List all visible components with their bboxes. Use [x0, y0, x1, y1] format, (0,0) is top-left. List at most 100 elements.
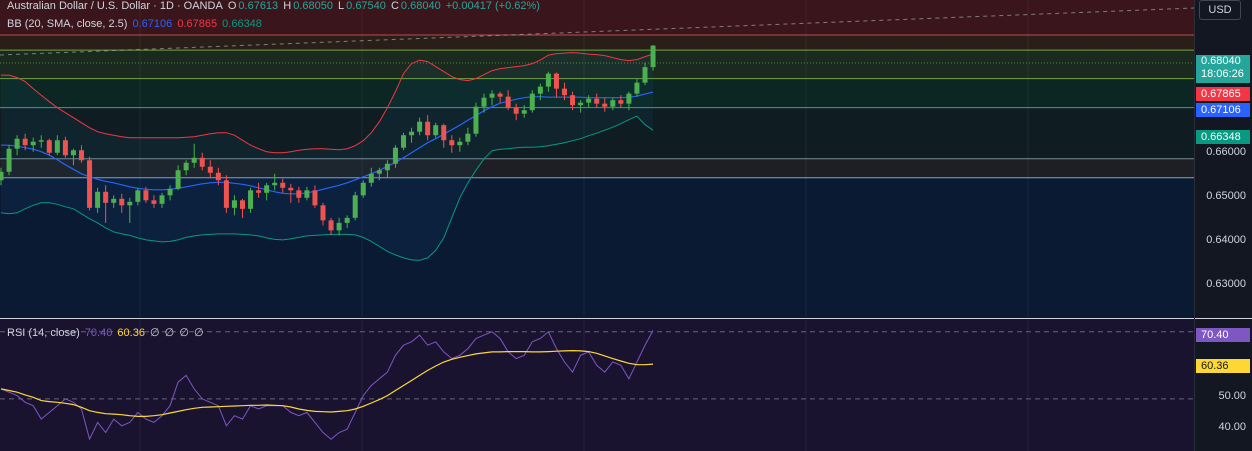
rsi-empty-4: ∅: [193, 327, 204, 339]
open-value: 0.67613: [238, 0, 279, 12]
rsi-pane: [0, 330, 654, 441]
low-label: L: [338, 0, 345, 12]
candle-body-49: [392, 147, 398, 164]
candle-0: [0, 167, 4, 186]
candle-10: [79, 145, 84, 163]
candle-body-8: [62, 140, 68, 156]
candle-21: [167, 185, 173, 201]
candle-body-39: [312, 190, 318, 206]
candle-body-16: [127, 201, 133, 206]
candle-body-58: [465, 133, 471, 142]
rsi-ma-line: [0, 349, 654, 417]
candle-77: [618, 95, 624, 108]
candle-63: [505, 90, 511, 111]
candle-13: [103, 185, 109, 223]
candle-body-78: [626, 93, 632, 104]
candle-body-0: [0, 171, 4, 181]
candle-67: [537, 83, 543, 101]
candle-body-33: [264, 185, 270, 193]
bb-label: BB (20, SMA, close, 2.5): [7, 18, 128, 30]
candle-body-23: [183, 162, 189, 171]
bb-upper-tag: 0.67865: [1196, 87, 1250, 101]
candle-9: [70, 148, 76, 166]
candle-body-55: [441, 125, 447, 141]
candle-36: [288, 183, 294, 203]
candle-body-72: [578, 102, 584, 106]
candle-body-26: [207, 166, 213, 173]
bollinger-bands: [0, 52, 654, 261]
candle-body-74: [594, 98, 600, 104]
bb-upper-value: 0.67865: [177, 18, 218, 30]
candle-body-18: [143, 190, 149, 201]
bb-legend[interactable]: BB (20, SMA, close, 2.5) 0.67106 0.67865…: [7, 18, 264, 30]
candle-body-28: [223, 180, 229, 208]
candle-16: [127, 197, 133, 223]
candle-body-51: [409, 131, 415, 136]
candle-body-40: [320, 205, 326, 221]
candle-body-31: [248, 190, 254, 209]
candle-31: [248, 187, 254, 213]
candle-45: [360, 180, 366, 198]
price-zone-6: [0, 177, 1194, 317]
candle-47: [376, 167, 382, 181]
candle-body-70: [562, 88, 567, 96]
candle-65: [521, 105, 527, 118]
candle-38: [304, 186, 310, 201]
candle-body-65: [521, 110, 527, 114]
candle-body-30: [240, 200, 245, 209]
candle-64: [513, 103, 519, 121]
candle-body-2: [14, 138, 20, 149]
candle-15: [119, 193, 125, 213]
candle-body-12: [95, 191, 101, 208]
candle-53: [425, 115, 431, 141]
candle-body-3: [22, 138, 28, 146]
candle-body-35: [280, 182, 286, 188]
symbol-legend[interactable]: Australian Dollar / U.S. Dollar · 1D · O…: [7, 0, 542, 12]
candle-78: [626, 91, 632, 111]
candle-body-4: [30, 141, 36, 146]
candle-3: [22, 133, 28, 151]
candle-25: [199, 152, 205, 171]
candle-12: [95, 187, 101, 213]
price-tick-1: 0.65000: [1206, 190, 1246, 202]
candles[interactable]: [0, 45, 656, 236]
candle-52: [417, 117, 423, 136]
candle-body-25: [199, 157, 205, 167]
candle-body-75: [602, 103, 608, 107]
bb-basis-value: 0.67106: [132, 18, 173, 30]
candle-body-24: [191, 157, 197, 163]
candle-76: [610, 97, 616, 111]
candle-body-1: [6, 148, 12, 172]
candle-18: [143, 186, 149, 203]
rsi-legend[interactable]: RSI (14, close) 70.40 60.36 ∅ ∅ ∅ ∅: [7, 326, 206, 339]
candle-body-10: [79, 150, 84, 161]
candle-body-27: [215, 172, 221, 181]
bb-upper-line: [1, 52, 654, 154]
high-label: H: [283, 0, 292, 12]
candle-body-60: [481, 97, 487, 107]
candle-20: [159, 192, 165, 208]
candle-body-73: [586, 98, 592, 103]
bb-basis-tag: 0.67106: [1196, 103, 1250, 117]
candle-79: [634, 78, 640, 97]
last-price-value: 0.68040: [1201, 55, 1241, 67]
candle-body-62: [497, 93, 503, 97]
candle-28: [223, 175, 229, 213]
rsi-tick-0: 50.00: [1218, 390, 1246, 402]
candle-6: [46, 138, 52, 156]
candle-41: [328, 217, 334, 236]
bar-countdown: 18:06:26: [1201, 68, 1244, 80]
candle-56: [449, 135, 455, 153]
candle-body-80: [642, 67, 648, 83]
candle-37: [296, 186, 302, 203]
candle-44: [352, 191, 358, 221]
price-tick-3: 0.63000: [1206, 278, 1246, 290]
candle-57: [457, 137, 463, 152]
price-tick-2: 0.64000: [1206, 234, 1246, 246]
candle-42: [336, 217, 342, 236]
candle-body-22: [175, 170, 181, 189]
candle-51: [409, 127, 415, 143]
candle-body-45: [360, 182, 366, 196]
currency-button[interactable]: USD: [1199, 0, 1241, 20]
